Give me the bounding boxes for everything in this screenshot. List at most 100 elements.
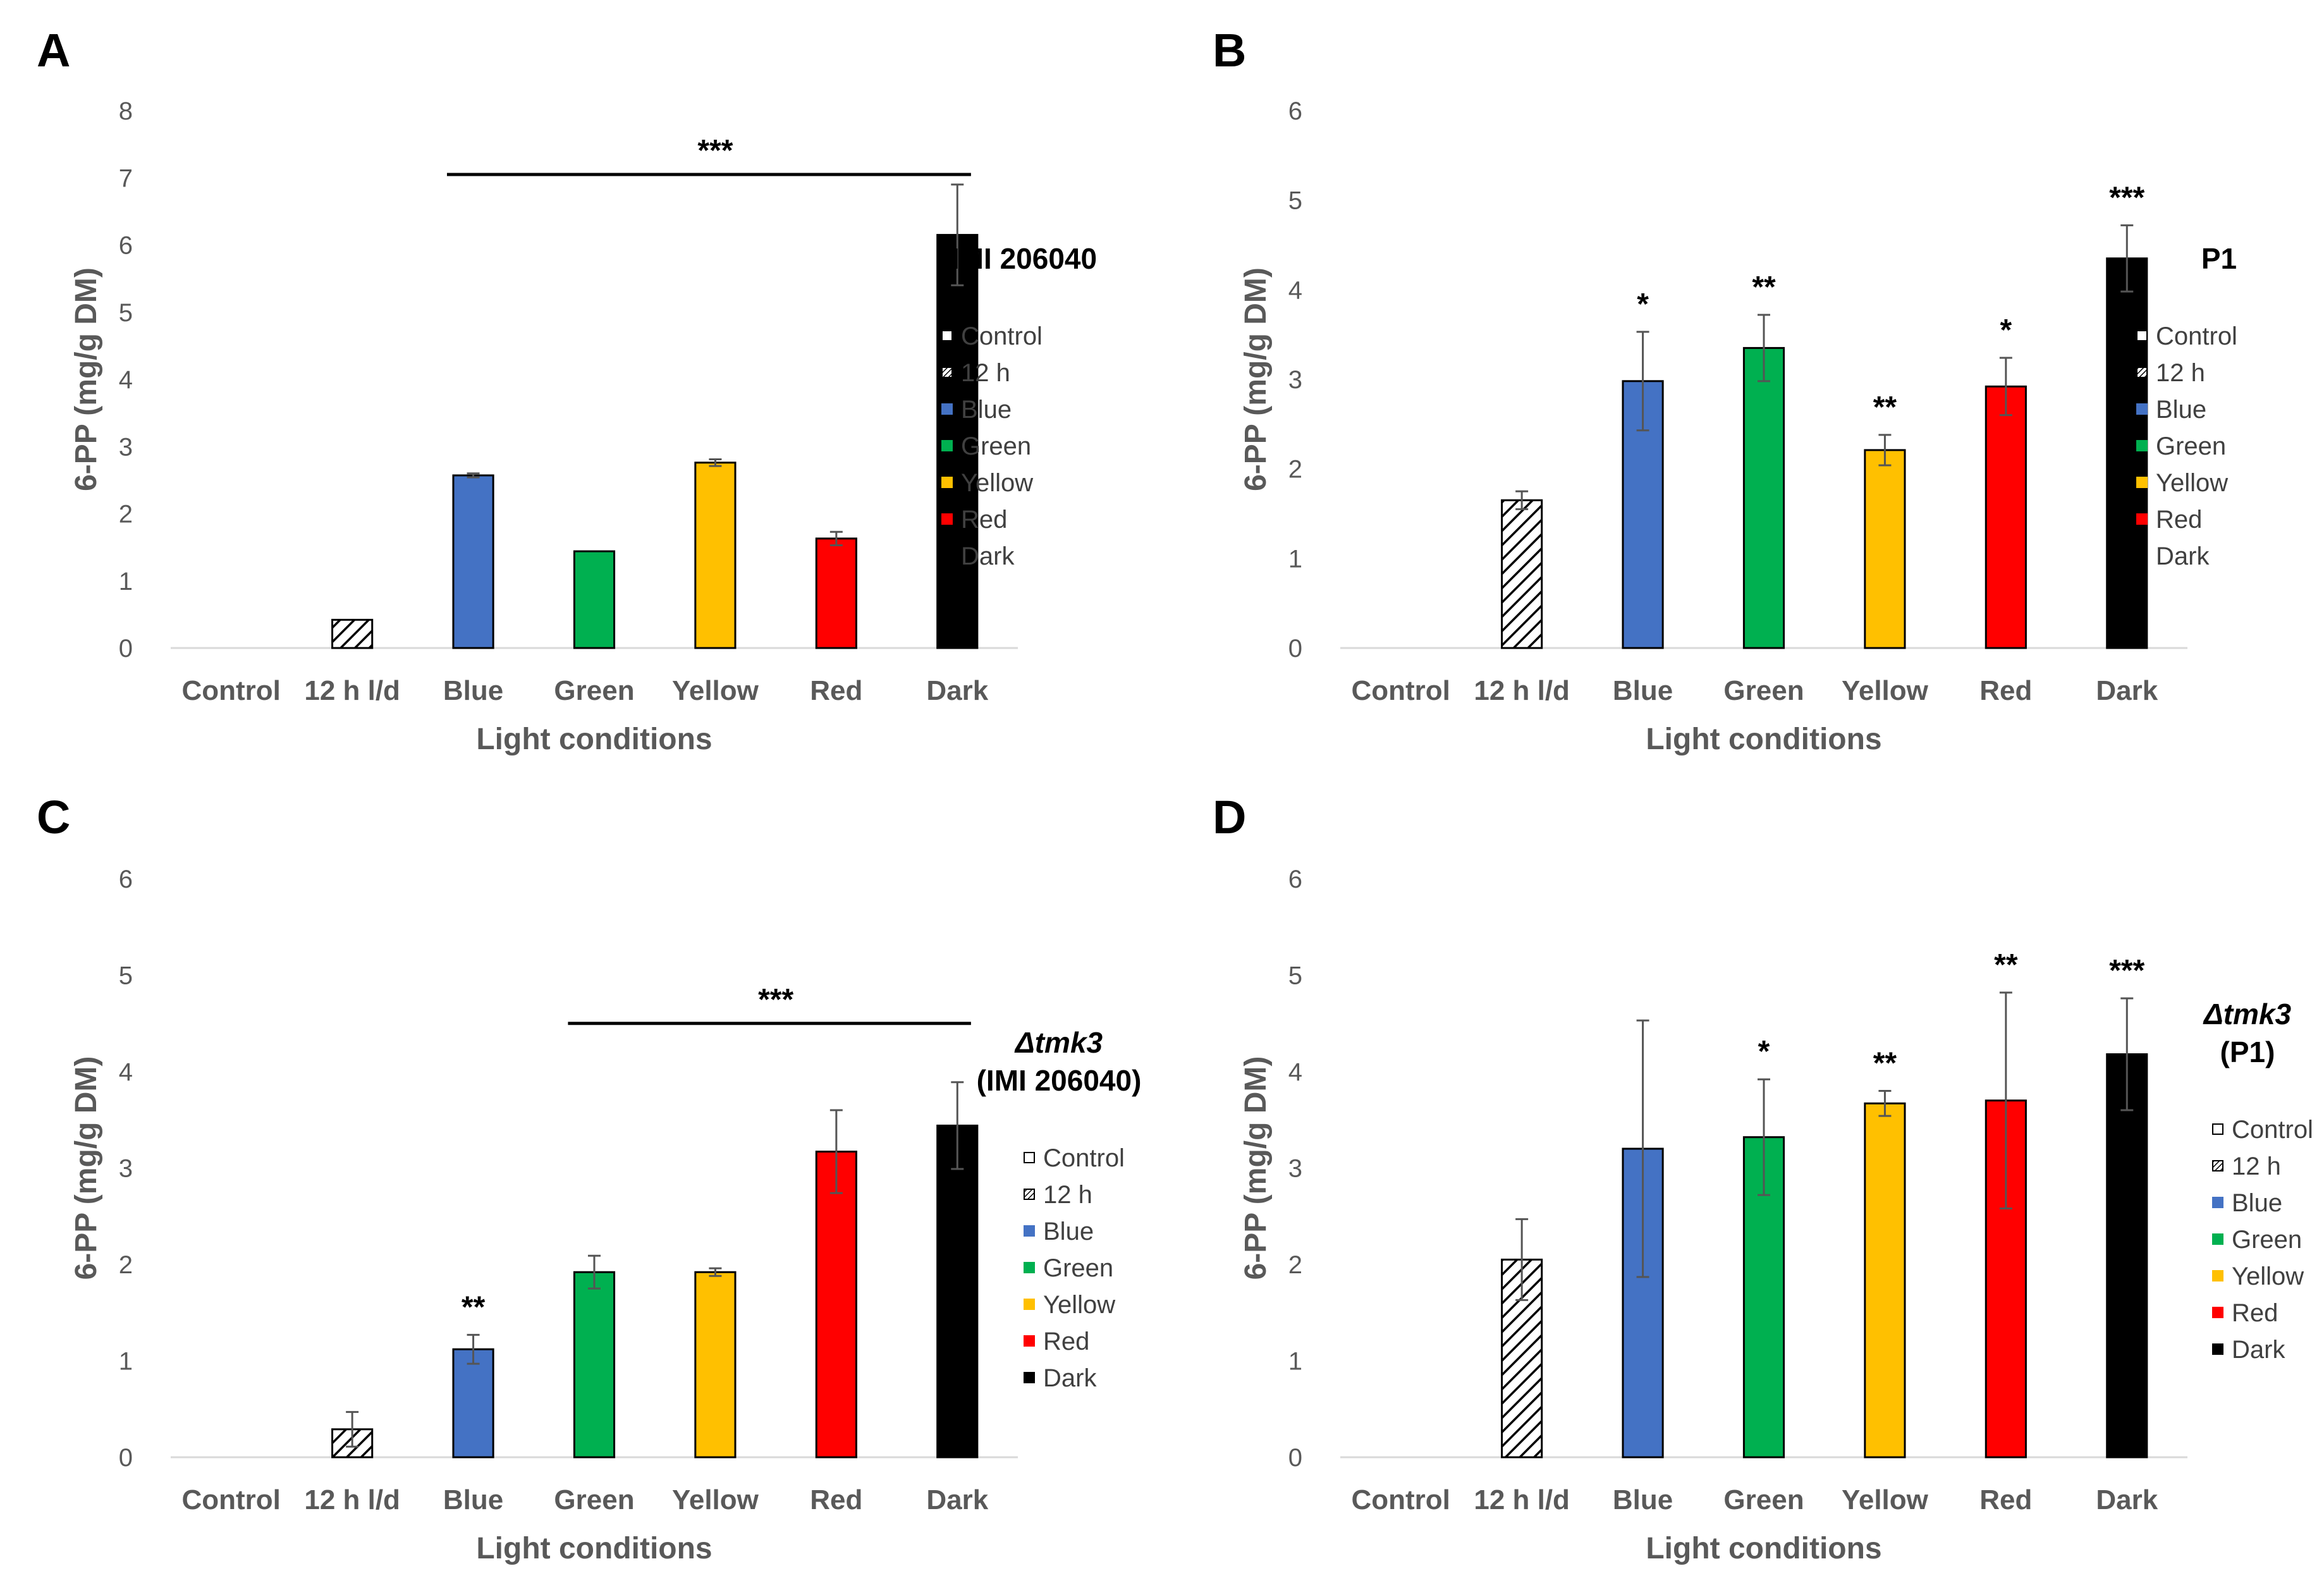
category-label: Blue <box>443 675 503 706</box>
y-tick-label: 2 <box>1288 1251 1302 1279</box>
bar <box>1864 449 1906 649</box>
bar <box>815 537 857 649</box>
legend-swatch <box>2136 330 2148 341</box>
legend-swatch <box>2136 477 2148 488</box>
category-label: Control <box>182 675 281 706</box>
legend-label: 12 h <box>961 359 1010 387</box>
bar <box>815 1151 857 1459</box>
legend-label: Control <box>1043 1144 1125 1172</box>
y-tick-label: 5 <box>1288 962 1302 990</box>
legend-label: 12 h <box>2156 359 2205 387</box>
legend-label: Green <box>1043 1254 1113 1282</box>
y-tick-label: 1 <box>1288 1348 1302 1376</box>
category-label: Dark <box>2096 1484 2158 1515</box>
category-label: Red <box>1979 1484 2032 1515</box>
significance-label: ** <box>1994 948 2018 982</box>
y-tick-label: 0 <box>1288 635 1302 663</box>
category-label: Green <box>1723 675 1804 706</box>
category-label: Yellow <box>672 1484 759 1515</box>
legend-title: Δtmk3 <box>1014 1026 1103 1059</box>
panel-letter: A <box>37 24 70 76</box>
legend-label: 12 h <box>2232 1153 2281 1180</box>
y-tick-label: 5 <box>119 962 133 990</box>
y-tick-label: 0 <box>119 635 133 663</box>
y-tick-label: 3 <box>119 1155 133 1183</box>
y-tick-label: 1 <box>119 1348 133 1376</box>
y-tick-label: 0 <box>1288 1444 1302 1472</box>
legend-swatch <box>941 367 953 378</box>
legend-label: Green <box>2232 1226 2302 1254</box>
legend-label: Blue <box>1043 1218 1094 1245</box>
y-tick-label: 4 <box>1288 276 1302 304</box>
category-label: Red <box>1979 675 2032 706</box>
legend-swatch <box>941 513 953 525</box>
y-tick-label: 4 <box>119 1058 133 1086</box>
bar <box>1864 1102 1906 1459</box>
y-tick-label: 3 <box>1288 366 1302 394</box>
legend-swatch <box>2212 1270 2223 1281</box>
category-label: Green <box>1723 1484 1804 1515</box>
bar <box>573 1271 616 1459</box>
legend-title: (IMI 206040) <box>977 1064 1142 1097</box>
legend-label: Yellow <box>961 469 1033 497</box>
y-tick-label: 0 <box>119 1444 133 1472</box>
legend-swatch <box>2212 1197 2223 1208</box>
category-label: Yellow <box>672 675 759 706</box>
legend-label: 12 h <box>1043 1181 1092 1209</box>
panel-letter: C <box>37 791 70 843</box>
legend-swatch <box>941 330 953 341</box>
x-axis-title: Light conditions <box>1646 1532 1881 1565</box>
category-label: Dark <box>2096 675 2158 706</box>
y-tick-label: 3 <box>1288 1155 1302 1183</box>
significance-label: ** <box>1752 271 1776 304</box>
category-label: Blue <box>1613 675 1673 706</box>
significance-label: ** <box>1873 391 1897 424</box>
category-label: Blue <box>1613 1484 1673 1515</box>
chart-panel-d: D 0 1 2 3 4 5 6 Control 12 h l/d Blue * Green ** Yello… <box>1213 791 2313 1565</box>
x-axis-title: Light conditions <box>476 1532 712 1565</box>
legend-label: Green <box>2156 432 2226 460</box>
legend-label: Control <box>2232 1116 2313 1144</box>
bar <box>331 618 374 649</box>
significance-label: ** <box>462 1290 486 1324</box>
y-tick-label: 8 <box>119 97 133 125</box>
y-tick-label: 6 <box>119 865 133 893</box>
y-axis-title: 6-PP (mg/g DM) <box>1239 1056 1273 1280</box>
legend-swatch <box>941 403 953 415</box>
legend-title: Δtmk3 <box>2203 998 2292 1031</box>
y-tick-label: 6 <box>119 232 133 260</box>
legend-swatch <box>2136 550 2148 561</box>
bar <box>2106 1053 2148 1459</box>
category-label: Control <box>182 1484 281 1515</box>
legend-swatch <box>2212 1160 2223 1171</box>
legend-label: Yellow <box>1043 1291 1115 1319</box>
y-tick-label: 2 <box>119 501 133 529</box>
bar <box>2106 257 2148 649</box>
legend-swatch <box>2212 1123 2223 1135</box>
legend-swatch <box>1024 1189 1035 1200</box>
legend-label: Red <box>1043 1328 1089 1355</box>
y-tick-label: 5 <box>119 299 133 327</box>
category-label: Control <box>1352 1484 1450 1515</box>
legend-label: Dark <box>1043 1364 1097 1392</box>
significance-label: * <box>2000 314 2012 347</box>
legend-label: Red <box>2156 506 2202 534</box>
legend-swatch <box>2212 1307 2223 1318</box>
legend-swatch <box>2136 513 2148 525</box>
category-label: 12 h l/d <box>304 675 400 706</box>
significance-label: * <box>1637 288 1649 321</box>
category-label: Red <box>810 675 862 706</box>
legend-swatch <box>941 440 953 451</box>
legend-title: IMI 206040 <box>951 242 1097 275</box>
legend-label: Blue <box>2232 1189 2282 1217</box>
significance-label: ** <box>1873 1047 1897 1080</box>
bracket-label: *** <box>697 134 733 168</box>
y-tick-label: 3 <box>119 433 133 461</box>
legend-label: Control <box>2156 322 2237 350</box>
x-axis-title: Light conditions <box>476 723 712 756</box>
bar <box>694 1271 737 1459</box>
legend-title: P1 <box>2201 242 2237 275</box>
y-axis-title: 6-PP (mg/g DM) <box>1239 267 1273 491</box>
category-label: Dark <box>926 675 988 706</box>
